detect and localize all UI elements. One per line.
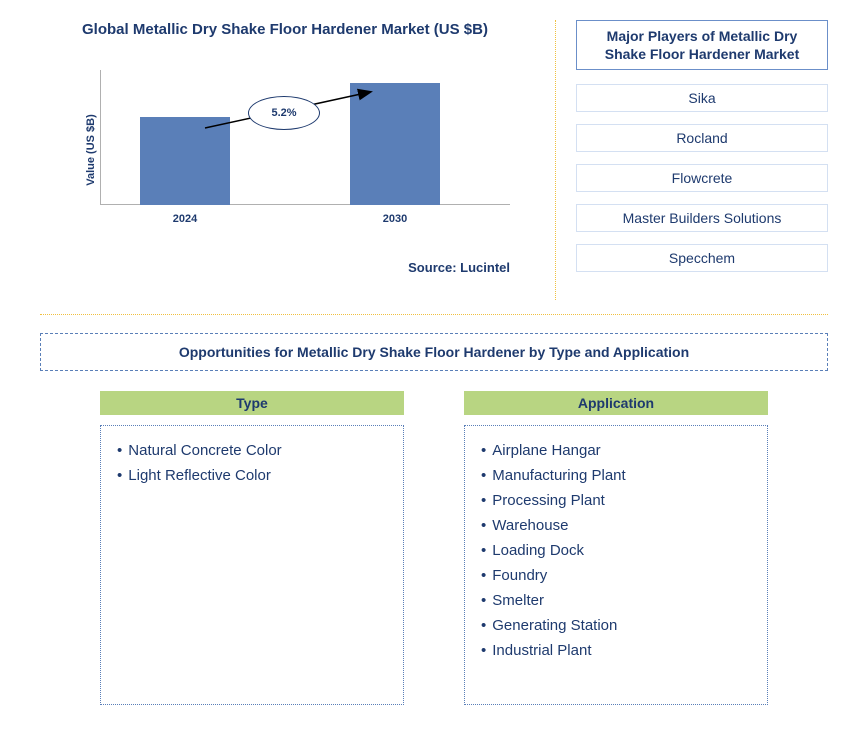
horizontal-divider	[40, 314, 828, 315]
type-column: Type •Natural Concrete Color•Light Refle…	[100, 391, 404, 705]
x-tick-2030: 2030	[350, 213, 440, 225]
player-item: Rocland	[576, 124, 828, 152]
player-item: Specchem	[576, 244, 828, 272]
opportunities-title: Opportunities for Metallic Dry Shake Flo…	[40, 333, 828, 371]
bar-2024	[140, 117, 230, 205]
type-header: Type	[100, 391, 404, 415]
players-title: Major Players of Metallic Dry Shake Floo…	[576, 20, 828, 70]
growth-rate-label: 5.2%	[271, 107, 296, 119]
player-item: Sika	[576, 84, 828, 112]
top-row: Global Metallic Dry Shake Floor Hardener…	[40, 20, 828, 300]
players-panel: Major Players of Metallic Dry Shake Floo…	[561, 20, 828, 300]
x-tick-2024: 2024	[140, 213, 230, 225]
chart-title: Global Metallic Dry Shake Floor Hardener…	[40, 20, 530, 40]
y-axis	[100, 70, 101, 205]
list-item: •Light Reflective Color	[117, 463, 387, 488]
list-item: •Processing Plant	[481, 488, 751, 513]
vertical-divider	[555, 20, 556, 300]
list-item: •Foundry	[481, 563, 751, 588]
bar-chart: Value (US $B) 2024 2030 5.2%	[100, 70, 510, 230]
opportunities-columns: Type •Natural Concrete Color•Light Refle…	[40, 391, 828, 705]
list-item: •Natural Concrete Color	[117, 438, 387, 463]
source-label: Source: Lucintel	[40, 260, 530, 275]
list-item: •Loading Dock	[481, 538, 751, 563]
list-item: •Airplane Hangar	[481, 438, 751, 463]
type-list: •Natural Concrete Color•Light Reflective…	[100, 425, 404, 705]
list-item: •Generating Station	[481, 613, 751, 638]
player-item: Flowcrete	[576, 164, 828, 192]
application-column: Application •Airplane Hangar•Manufacturi…	[464, 391, 768, 705]
bar-2030	[350, 83, 440, 205]
list-item: •Manufacturing Plant	[481, 463, 751, 488]
growth-rate-ellipse: 5.2%	[248, 96, 320, 130]
chart-panel: Global Metallic Dry Shake Floor Hardener…	[40, 20, 550, 300]
player-item: Master Builders Solutions	[576, 204, 828, 232]
list-item: •Smelter	[481, 588, 751, 613]
list-item: •Industrial Plant	[481, 638, 751, 663]
application-list: •Airplane Hangar•Manufacturing Plant•Pro…	[464, 425, 768, 705]
list-item: •Warehouse	[481, 513, 751, 538]
y-axis-label: Value (US $B)	[85, 114, 97, 186]
application-header: Application	[464, 391, 768, 415]
